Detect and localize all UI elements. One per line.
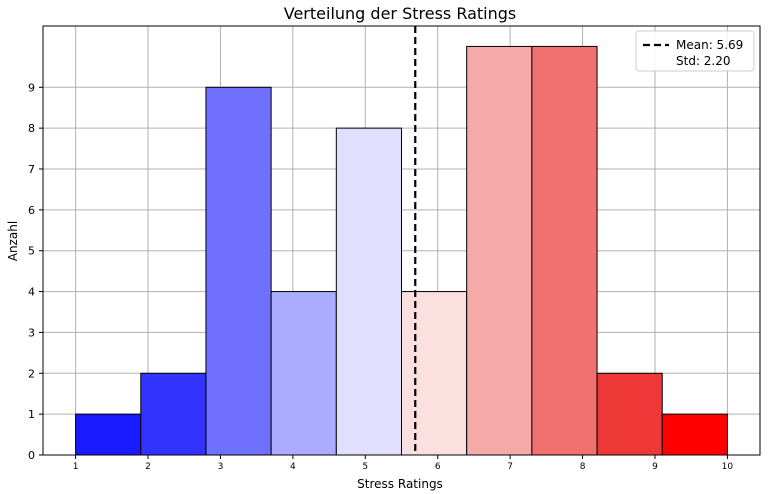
histogram-bar <box>401 291 468 456</box>
histogram-bar <box>75 413 142 456</box>
histogram-bar <box>466 45 533 456</box>
y-tick-label: 6 <box>28 204 35 217</box>
x-tick-label: 2 <box>145 462 151 472</box>
legend-std-label: Std: 2.20 <box>676 54 731 68</box>
x-axis-ticks: 1 2 3 4 5 6 7 8 9 10 <box>73 455 734 472</box>
x-tick-label: 7 <box>507 462 513 472</box>
y-tick-label: 0 <box>28 449 35 462</box>
y-tick-label: 3 <box>28 326 35 339</box>
plot-frame <box>42 25 761 456</box>
y-tick-label: 2 <box>28 367 35 380</box>
x-tick-label: 4 <box>290 462 296 472</box>
histogram-bar <box>531 45 598 456</box>
x-tick-label: 5 <box>362 462 368 472</box>
y-axis-label: Anzahl <box>6 221 20 261</box>
y-tick-label: 7 <box>28 163 35 176</box>
legend-mean-label: Mean: 5.69 <box>676 38 743 52</box>
x-tick-label: 8 <box>580 462 586 472</box>
legend: Mean: 5.69 Std: 2.20 <box>635 30 755 72</box>
histogram-bar <box>205 86 272 456</box>
y-axis-ticks: 0 1 2 3 4 5 6 7 8 9 <box>28 81 43 462</box>
legend-box <box>635 30 755 72</box>
histogram-bar <box>140 372 207 456</box>
y-tick-label: 8 <box>28 122 35 135</box>
x-tick-label: 3 <box>218 462 224 472</box>
y-tick-label: 9 <box>28 81 35 94</box>
bars-layer <box>75 45 728 456</box>
x-tick-label: 6 <box>435 462 441 472</box>
x-tick-label: 9 <box>652 462 658 472</box>
histogram-bar <box>270 291 337 456</box>
chart-title: Verteilung der Stress Ratings <box>284 4 517 23</box>
x-tick-label: 10 <box>722 462 734 472</box>
x-axis-label: Stress Ratings <box>357 477 443 491</box>
y-tick-label: 1 <box>28 408 35 421</box>
histogram-bar <box>335 127 402 456</box>
histogram-bar <box>596 372 663 456</box>
x-tick-label: 1 <box>73 462 79 472</box>
histogram-bar <box>661 413 728 456</box>
y-tick-label: 5 <box>28 245 35 258</box>
y-tick-label: 4 <box>28 286 35 299</box>
